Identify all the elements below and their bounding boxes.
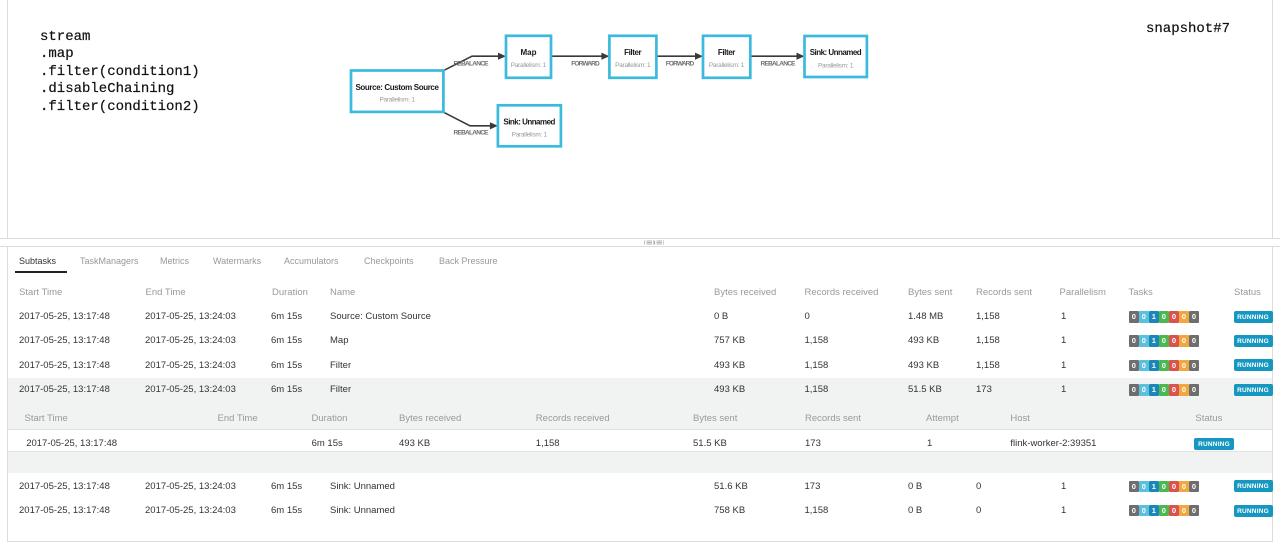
svg-text:REBALANCE: REBALANCE: [761, 60, 797, 67]
svg-text:Parallelism: 1: Parallelism: 1: [511, 62, 547, 69]
svg-text:FORWARD: FORWARD: [666, 60, 695, 67]
svg-text:Parallelism: 1: Parallelism: 1: [615, 62, 651, 69]
svg-text:Sink: Unnamed: Sink: Unnamed: [810, 48, 862, 57]
svg-text:Parallelism: 1: Parallelism: 1: [379, 97, 415, 104]
svg-text:FORWARD: FORWARD: [571, 60, 600, 67]
svg-text:Map: Map: [521, 48, 537, 57]
svg-text:Sink: Unnamed: Sink: Unnamed: [503, 117, 555, 126]
svg-text:Parallelism: 1: Parallelism: 1: [709, 62, 745, 69]
svg-text:Filter: Filter: [624, 48, 642, 57]
svg-text:REBALANCE: REBALANCE: [454, 60, 490, 67]
svg-text:REBALANCE: REBALANCE: [454, 130, 490, 137]
svg-text:Parallelism: 1: Parallelism: 1: [512, 132, 548, 139]
svg-text:Filter: Filter: [718, 48, 736, 57]
svg-text:Parallelism: 1: Parallelism: 1: [818, 62, 854, 69]
svg-text:Source: Custom Source: Source: Custom Source: [355, 83, 439, 92]
